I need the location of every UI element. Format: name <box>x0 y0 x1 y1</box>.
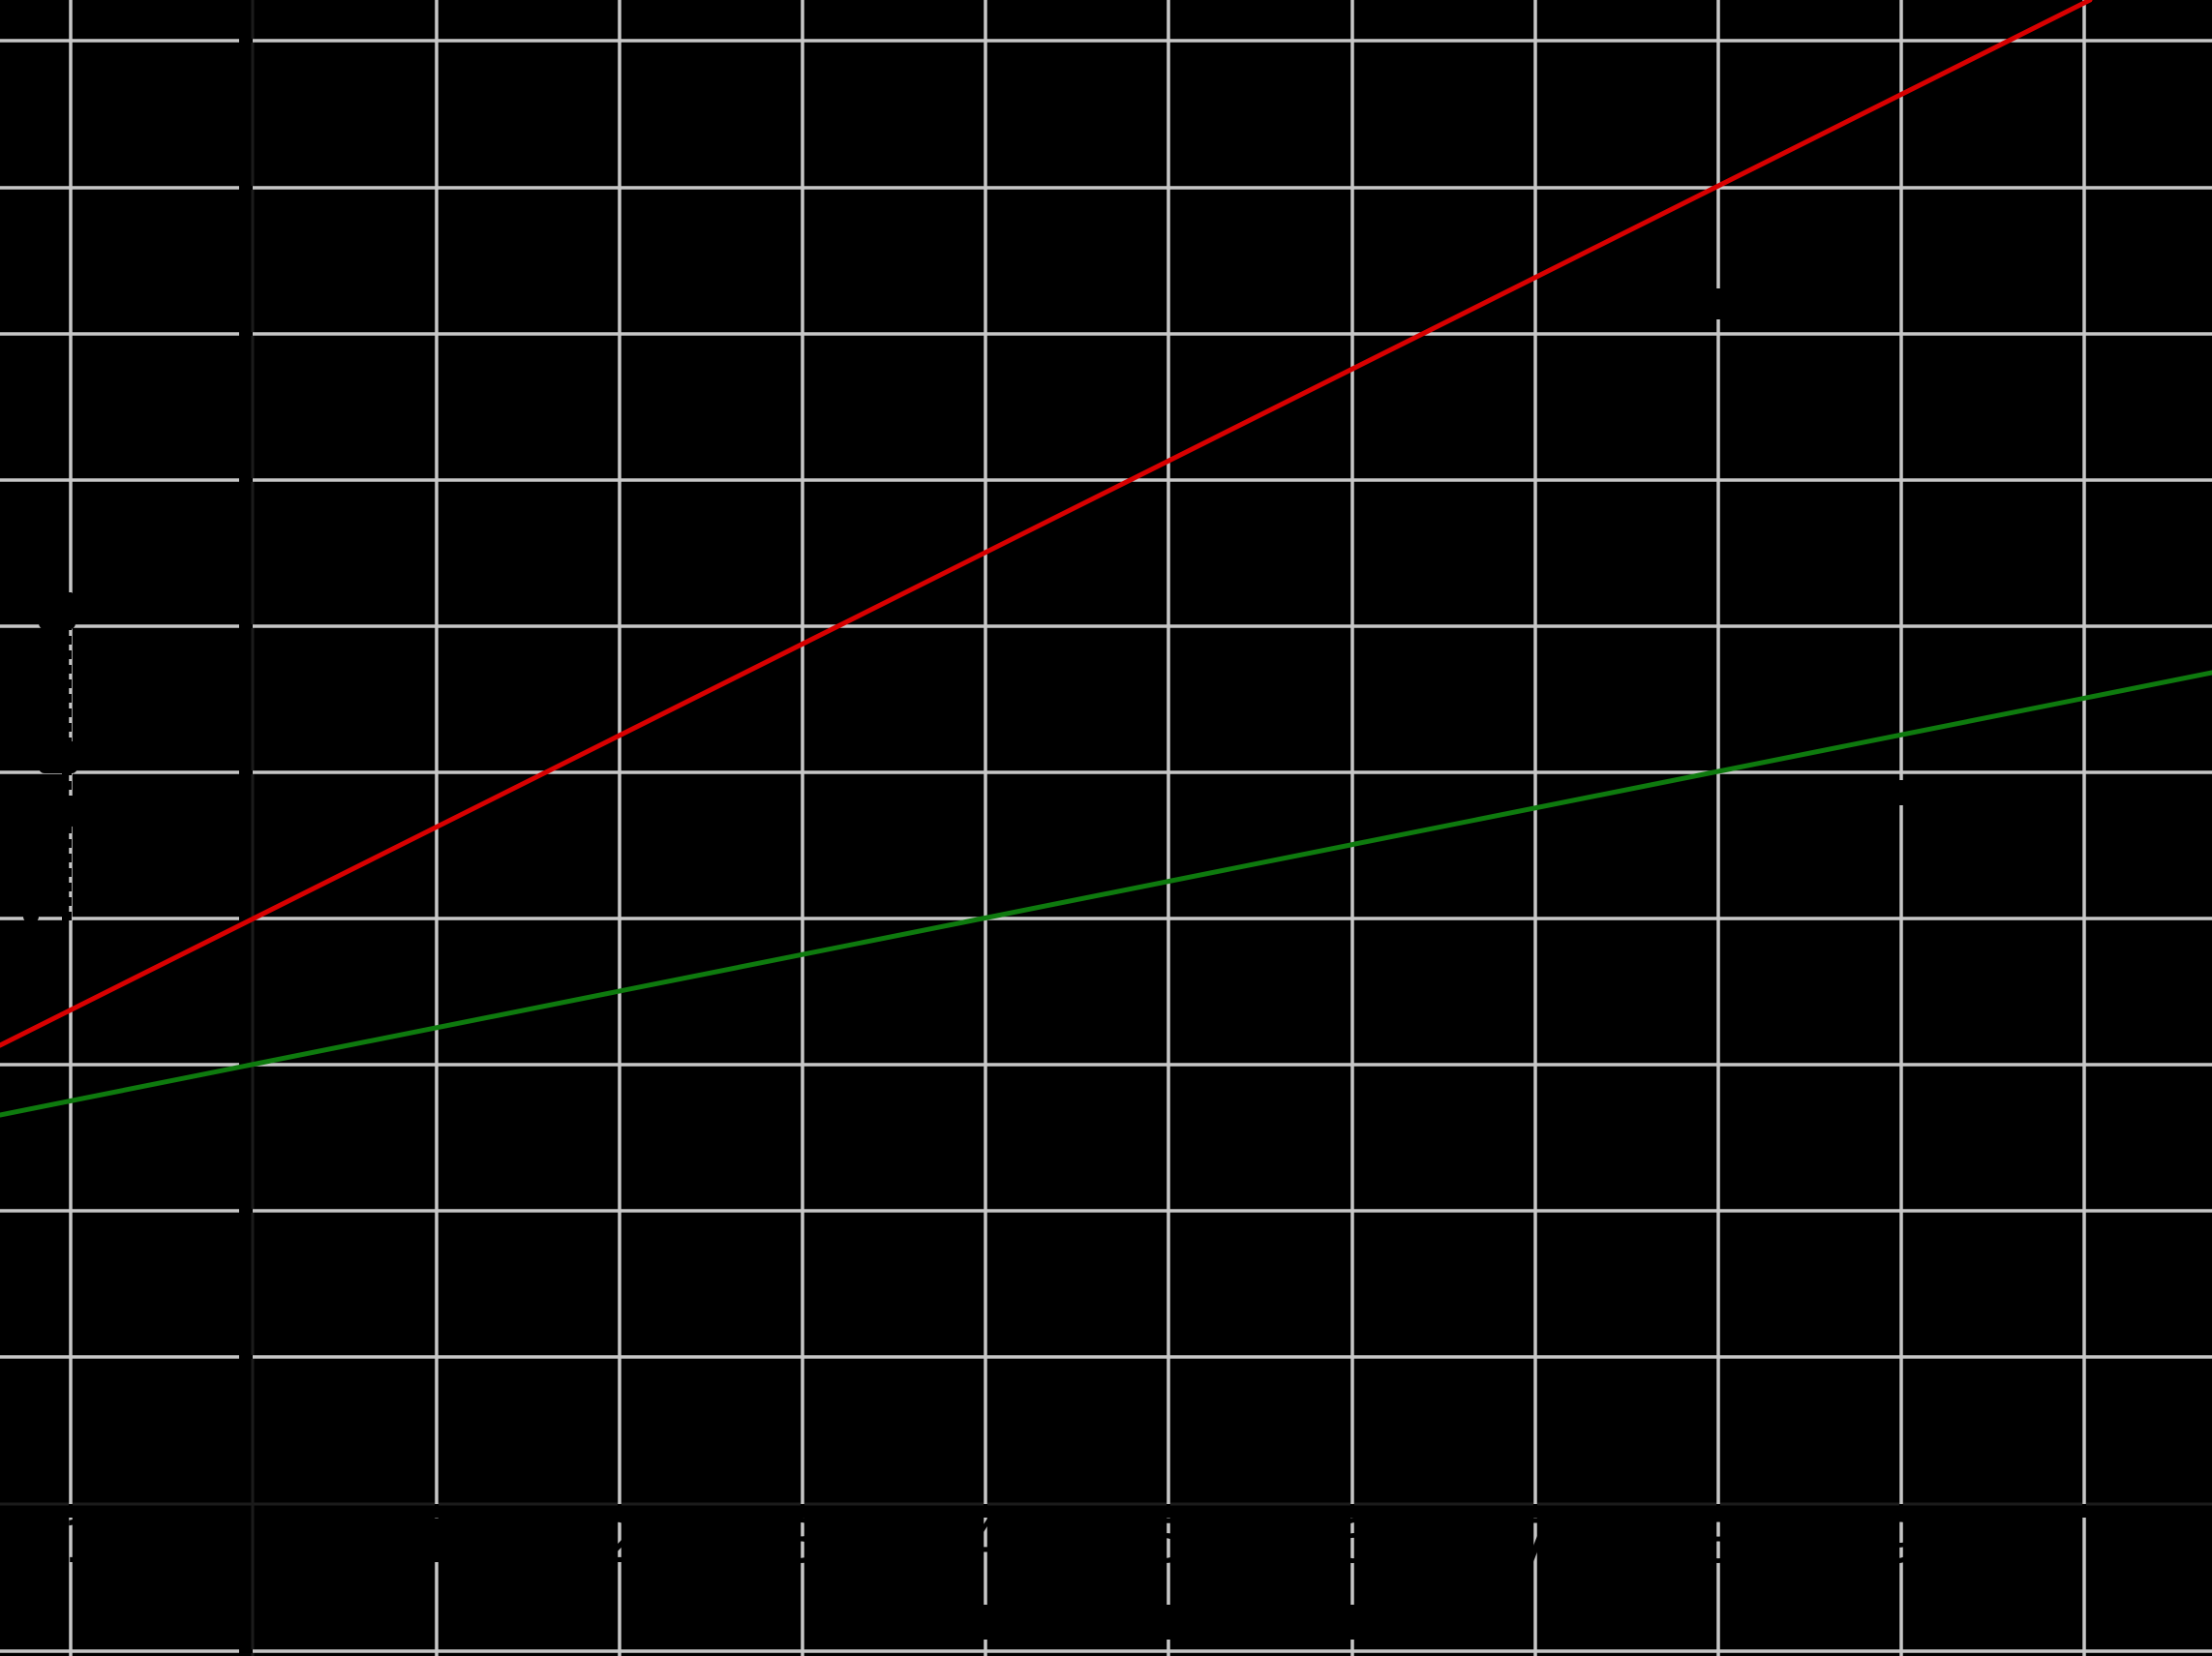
y-tick-label: 6 <box>206 619 244 690</box>
x-axis-title-fragment <box>1280 1605 1406 1640</box>
y-tick-label: 2 <box>206 1204 244 1275</box>
x-tick-label: 10 <box>2046 1506 2123 1577</box>
left-margin-dash <box>62 839 72 848</box>
left-margin-dash <box>62 665 72 674</box>
left-margin-glyph-fragment <box>23 911 39 922</box>
left-margin-glyph-fragment <box>39 741 77 773</box>
x-tick-label: 3 <box>783 1506 821 1577</box>
y-tick-label: 1 <box>206 1350 244 1421</box>
y-tick-label: 7 <box>206 473 244 544</box>
left-margin-dash <box>62 868 72 877</box>
line-label-fragment <box>1873 780 1928 805</box>
left-margin-dash <box>62 883 72 891</box>
y-tick-label: 4 <box>206 912 244 982</box>
left-margin-dash <box>62 897 72 906</box>
left-margin-dash <box>62 679 72 688</box>
left-margin-dash <box>62 694 72 703</box>
left-margin-glyph-fragment <box>39 592 76 629</box>
left-margin-dash <box>62 636 72 645</box>
left-margin-dash <box>62 723 72 732</box>
left-margin-dash <box>62 825 72 833</box>
y-tick-label: 8 <box>206 327 244 398</box>
x-tick-label: 4 <box>966 1506 1004 1577</box>
left-margin-dash <box>62 650 72 659</box>
origin-label: 0 <box>187 1506 225 1577</box>
left-margin-dash <box>62 912 72 920</box>
x-tick-label: 9 <box>1882 1506 1920 1577</box>
red-line <box>0 0 2093 1048</box>
x-tick-label: 7 <box>1516 1506 1554 1577</box>
left-margin-glyph-fragment <box>37 796 77 827</box>
x-tick-label: 6 <box>1333 1506 1371 1577</box>
x-tick-label: 8 <box>1699 1506 1737 1577</box>
x-axis-title-fragment <box>1140 1605 1251 1640</box>
left-margin-dash <box>62 781 72 790</box>
x-axis-title-fragment <box>927 1605 1111 1640</box>
left-margin-dash <box>62 708 72 717</box>
x-tick-label: -1 <box>41 1506 101 1577</box>
x-tick-label: 2 <box>600 1506 638 1577</box>
y-tick-label: 10 <box>167 34 244 105</box>
x-tick-label: 1 <box>417 1506 455 1577</box>
x-tick-label: 5 <box>1149 1506 1187 1577</box>
axis-ticks-group <box>69 39 2086 1653</box>
series-group <box>0 0 2212 1118</box>
y-tick-label: 9 <box>206 181 244 252</box>
left-margin-dash <box>62 854 72 862</box>
line-label-fragment <box>1689 288 1742 319</box>
green-line <box>0 670 2212 1118</box>
y-tick-label: 5 <box>206 766 244 836</box>
y-tick-label: -1 <box>184 1644 244 1656</box>
hidden-fragments-group <box>23 288 1928 1640</box>
